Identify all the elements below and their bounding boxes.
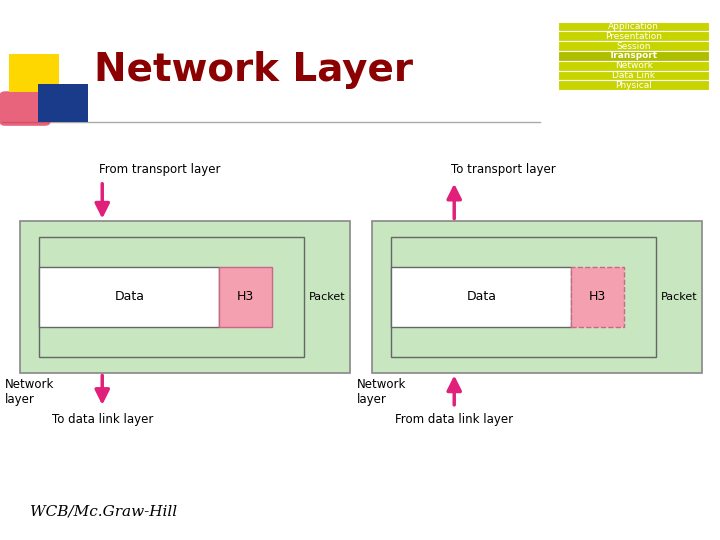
Bar <box>392 237 656 357</box>
Text: Transport: Transport <box>609 51 658 60</box>
Text: H3: H3 <box>589 291 606 303</box>
Bar <box>40 267 219 327</box>
Text: Data Link: Data Link <box>612 71 655 80</box>
FancyBboxPatch shape <box>0 91 50 126</box>
Text: Packet: Packet <box>309 292 346 302</box>
Bar <box>219 267 272 327</box>
Bar <box>559 51 709 61</box>
Text: Packet: Packet <box>660 292 697 302</box>
Text: Network Layer: Network Layer <box>94 51 413 89</box>
Text: To data link layer: To data link layer <box>52 413 153 426</box>
Text: Network: Network <box>615 61 653 70</box>
Bar <box>19 221 350 373</box>
Text: From data link layer: From data link layer <box>395 413 513 426</box>
Bar <box>559 71 709 80</box>
Bar <box>392 267 571 327</box>
Text: Physical: Physical <box>616 81 652 90</box>
Bar <box>571 267 624 327</box>
Text: Data: Data <box>467 291 496 303</box>
Text: From transport layer: From transport layer <box>99 163 220 176</box>
Text: To transport layer: To transport layer <box>451 163 555 176</box>
Text: WCB/Mc.Graw-Hill: WCB/Mc.Graw-Hill <box>30 504 178 518</box>
Bar <box>9 54 59 92</box>
Text: Network
layer: Network layer <box>5 378 55 406</box>
Text: Data: Data <box>114 291 144 303</box>
Bar <box>559 80 709 90</box>
Bar <box>559 22 709 31</box>
Bar <box>40 237 304 357</box>
Text: Presentation: Presentation <box>606 32 662 41</box>
Bar <box>559 31 709 41</box>
Bar <box>372 221 702 373</box>
Text: Application: Application <box>608 22 660 31</box>
Bar <box>559 61 709 71</box>
Bar <box>37 84 88 122</box>
Bar <box>559 41 709 51</box>
Text: Network
layer: Network layer <box>357 378 407 406</box>
Text: H3: H3 <box>237 291 254 303</box>
Text: Session: Session <box>616 42 651 51</box>
